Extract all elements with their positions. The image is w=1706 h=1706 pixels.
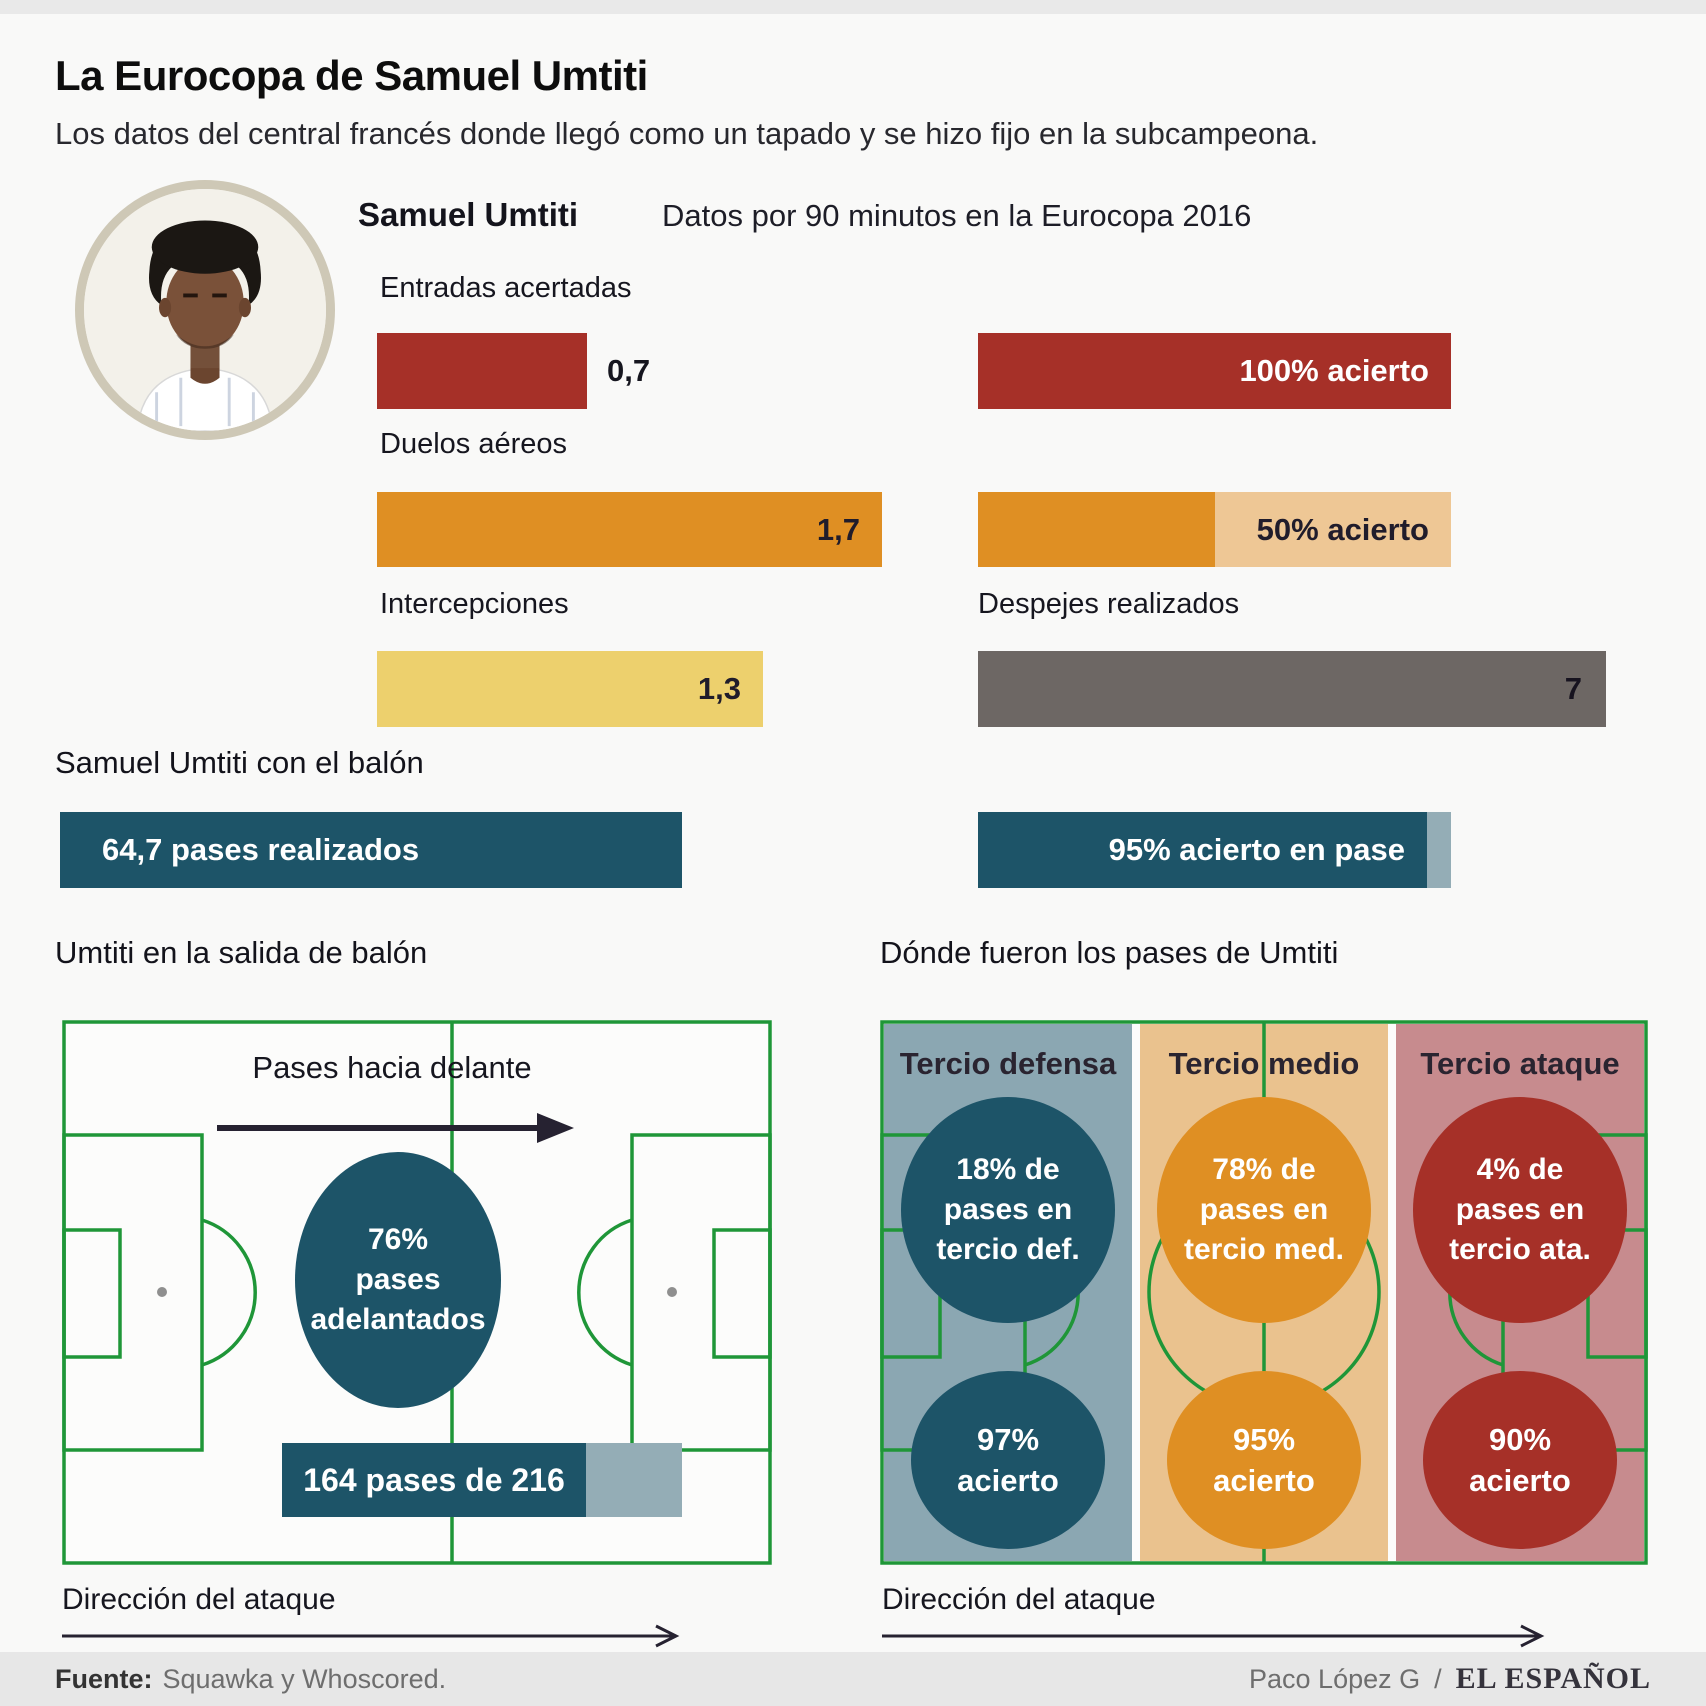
footer-source-label: Fuente: [55, 1663, 153, 1694]
player-context: Datos por 90 minutos en la Eurocopa 2016 [662, 198, 1252, 233]
middle-share-line2: pases en [1199, 1193, 1329, 1226]
attack-accuracy-line2: acierto [1469, 1463, 1571, 1498]
section-title-distribution: Dónde fueron los pases de Umtiti [880, 935, 1339, 970]
attack-share-line1: 4% de [1476, 1153, 1564, 1186]
third-middle-header: Tercio medio [1168, 1046, 1360, 1081]
bar-duelos-value: 1,7 [377, 492, 882, 567]
bar-despejes-value: 7 [978, 651, 1606, 727]
bar-duelos-accuracy: 50% acierto [978, 492, 1451, 567]
forward-passes-circle: 76% pases adelantados [295, 1152, 501, 1408]
defense-share-line3: tercio def. [936, 1233, 1080, 1266]
defense-share-line1: 18% de [956, 1153, 1060, 1186]
footer-separator: / [1434, 1663, 1442, 1694]
attack-accuracy-line1: 90% [1488, 1422, 1552, 1457]
forward-passes-annotation: Pases hacia delante [252, 1050, 532, 1085]
bar-entradas-number: 0,7 [607, 353, 651, 388]
defense-accuracy-line2: acierto [957, 1463, 1059, 1498]
stat-label-despejes: Despejes realizados [978, 588, 1240, 620]
attack-share-line3: tercio ata. [1449, 1233, 1591, 1266]
footer-credit: Paco López G [1249, 1663, 1421, 1694]
bar-despejes-number: 7 [1564, 671, 1582, 706]
middle-accuracy-line2: acierto [1213, 1463, 1315, 1498]
bar-acierto-pase-label: 95% acierto en pase [1108, 832, 1405, 867]
player-name: Samuel Umtiti [358, 196, 579, 233]
third-attack-header: Tercio ataque [1420, 1046, 1620, 1081]
bar-entradas-value [377, 333, 587, 409]
bar-intercepciones-value: 1,3 [377, 651, 763, 727]
bar-acierto-pase-fill [978, 812, 1427, 888]
bar-pases-realizados: 64,7 pases realizados [60, 812, 682, 888]
footer-brand-logo: EL ESPAÑOL [1455, 1662, 1651, 1695]
bar-duelos-accuracy-label: 50% acierto [1256, 511, 1429, 547]
footer-source: Fuente: Squawka y Whoscored. [55, 1664, 446, 1695]
defense-accuracy-circle: 97% acierto [911, 1371, 1105, 1549]
attack-direction-arrow-icon [62, 1624, 680, 1648]
stat-label-duelos: Duelos aéreos [380, 428, 567, 460]
bar-pases-realizados-label: 64,7 pases realizados [102, 832, 420, 867]
page-title: La Eurocopa de Samuel Umtiti [55, 52, 648, 99]
bar-intercepciones-number: 1,3 [697, 671, 741, 706]
footer-credit-block: Paco López G / EL ESPAÑOL [1249, 1662, 1651, 1696]
attack-accuracy-circle: 90% acierto [1423, 1371, 1617, 1549]
attack-share-circle: 4% de pases en tercio ata. [1413, 1097, 1627, 1323]
forward-passes-bar: 164 pases de 216 [282, 1443, 682, 1517]
bar-acierto-pase: 95% acierto en pase [978, 812, 1451, 888]
section-title-buildup: Umtiti en la salida de balón [55, 935, 428, 970]
forward-passes-line3: adelantados [310, 1303, 486, 1336]
defense-share-line2: pases en [943, 1193, 1073, 1226]
middle-share-line1: 78% de [1212, 1153, 1316, 1186]
defense-share-circle: 18% de pases en tercio def. [901, 1097, 1115, 1323]
section-title-possession: Samuel Umtiti con el balón [55, 745, 424, 780]
attack-direction-arrow-icon [882, 1624, 1545, 1648]
middle-accuracy-line1: 95% [1232, 1422, 1296, 1457]
middle-share-line3: tercio med. [1183, 1233, 1345, 1266]
direction-label-right: Dirección del ataque [882, 1583, 1156, 1616]
player-avatar [75, 180, 335, 440]
forward-arrow-icon [217, 1113, 574, 1143]
forward-passes-bar-label: 164 pases de 216 [303, 1461, 565, 1498]
page-subtitle: Los datos del central francés donde lleg… [55, 116, 1319, 151]
middle-accuracy-circle: 95% acierto [1167, 1371, 1361, 1549]
stat-label-entradas: Entradas acertadas [380, 272, 632, 304]
forward-passes-line2: pases [355, 1263, 441, 1296]
bar-entradas-accuracy: 100% acierto [978, 333, 1451, 409]
defense-accuracy-line1: 97% [976, 1422, 1040, 1457]
footer: Fuente: Squawka y Whoscored. Paco López G… [0, 1652, 1706, 1706]
footer-source-text: Squawka y Whoscored. [162, 1663, 447, 1694]
stat-label-intercepciones: Intercepciones [380, 588, 569, 620]
player-silhouette-icon [84, 189, 326, 431]
forward-passes-bar-fill: 164 pases de 216 [282, 1443, 586, 1517]
distribution-pitch: 18% de pases en tercio def. 78% de pases… [880, 1020, 1648, 1565]
forward-passes-line1: 76% [367, 1223, 429, 1256]
buildup-pitch: Pases hacia delante 76% pases adelantado… [62, 1020, 772, 1565]
top-strip [0, 0, 1706, 14]
middle-share-circle: 78% de pases en tercio med. [1157, 1097, 1371, 1323]
bar-duelos-accuracy-fill [978, 492, 1215, 567]
direction-label-left: Dirección del ataque [62, 1583, 336, 1616]
bar-duelos-number: 1,7 [816, 511, 860, 547]
third-defense-header: Tercio defensa [899, 1046, 1117, 1081]
attack-share-line2: pases en [1455, 1193, 1585, 1226]
bar-entradas-accuracy-label: 100% acierto [1239, 353, 1429, 388]
